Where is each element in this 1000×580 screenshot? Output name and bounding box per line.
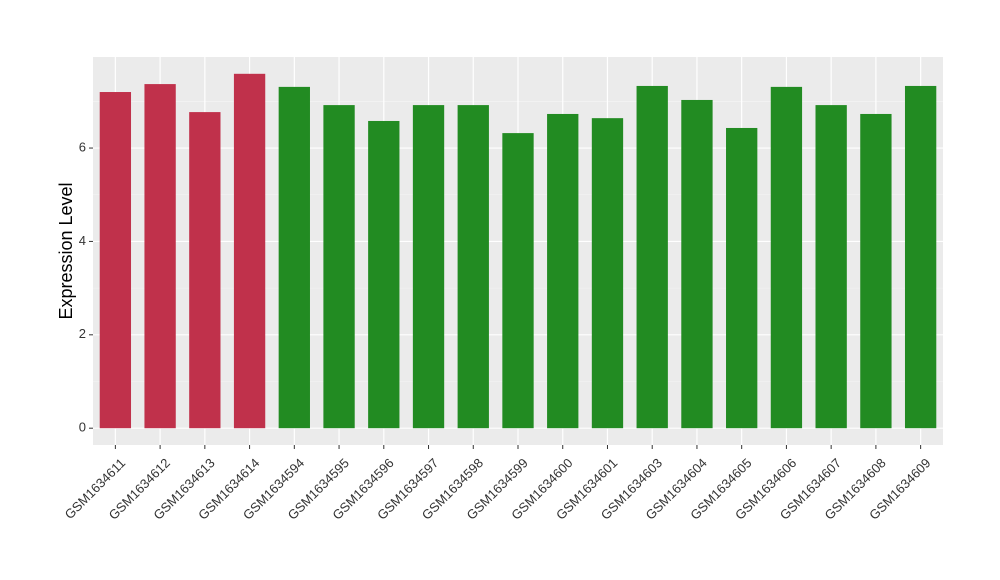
bar [591,118,624,429]
bar [815,105,847,429]
bar [368,120,400,429]
bar [904,85,937,429]
bar [189,112,221,429]
bar [412,105,445,429]
bar [770,86,803,429]
bar [99,92,132,429]
bar [636,85,668,429]
y-tick-label: 6 [79,139,86,154]
y-tick-label: 2 [79,326,86,341]
bar [144,84,176,429]
y-tick-label: 4 [79,233,86,248]
bar [278,86,310,429]
bar [860,113,892,429]
bar [323,105,355,429]
y-axis-title: Expression Level [56,182,76,319]
bar [502,133,534,429]
bar [681,99,713,429]
bar [233,73,266,429]
bar [726,127,758,429]
y-tick-label: 0 [79,420,86,435]
bar [547,113,579,429]
bar [457,105,489,429]
